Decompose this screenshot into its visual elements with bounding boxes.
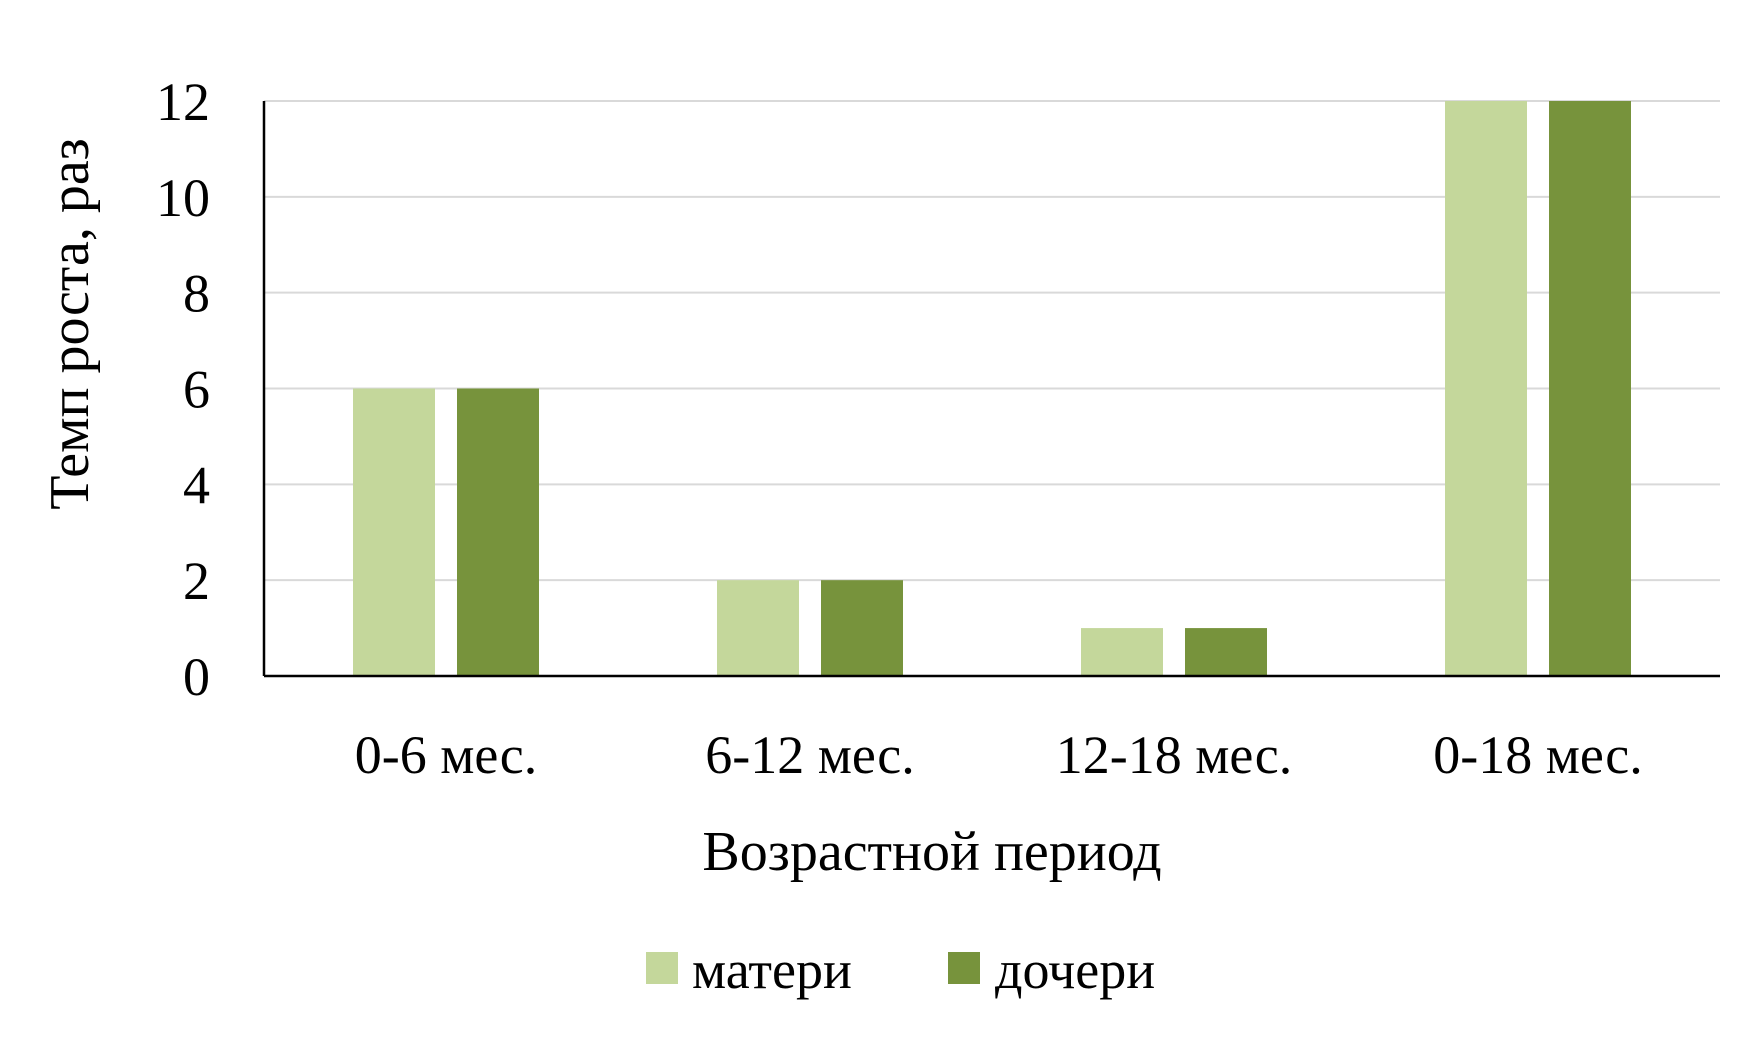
- y-tick-label: 4: [183, 455, 210, 515]
- y-tick-label: 10: [156, 168, 210, 228]
- y-tick-label: 12: [156, 72, 210, 132]
- x-tick-label: 6-12 мес.: [705, 725, 914, 785]
- y-tick-label: 8: [183, 264, 210, 324]
- bars: [353, 101, 1631, 676]
- bar-mother: [1445, 101, 1527, 676]
- legend-label: дочери: [995, 940, 1155, 1000]
- legend: матери дочери: [646, 940, 1155, 1000]
- y-tick-label: 0: [183, 647, 210, 707]
- x-tick-label: 0-18 мес.: [1433, 725, 1642, 785]
- y-axis-title: Темп роста, раз: [39, 138, 101, 510]
- axes: [262, 101, 1720, 678]
- legend-swatch: [948, 952, 980, 984]
- x-tick-label: 12-18 мес.: [1056, 725, 1292, 785]
- y-tick-labels: 0 2 4 6 8 10 12: [156, 72, 210, 707]
- legend-swatch: [646, 952, 678, 984]
- x-tick-labels: 0-6 мес. 6-12 мес. 12-18 мес. 0-18 мес.: [355, 725, 1643, 785]
- legend-label: матери: [692, 940, 852, 1000]
- bar-mother: [353, 388, 435, 676]
- bar-daughter: [821, 580, 903, 676]
- y-tick-label: 6: [183, 360, 210, 420]
- x-axis-title: Возрастной период: [702, 821, 1161, 883]
- bar-mother: [1081, 628, 1163, 676]
- y-tick-label: 2: [183, 551, 210, 611]
- bar-daughter: [1185, 628, 1267, 676]
- bar-mother: [717, 580, 799, 676]
- bar-daughter: [1549, 101, 1631, 676]
- bar-daughter: [457, 388, 539, 676]
- x-tick-label: 0-6 мес.: [355, 725, 537, 785]
